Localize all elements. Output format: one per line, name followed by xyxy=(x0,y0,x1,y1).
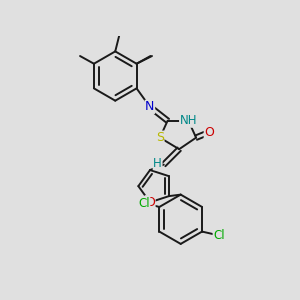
Text: O: O xyxy=(204,126,214,139)
Text: Cl: Cl xyxy=(213,229,225,242)
Text: Cl: Cl xyxy=(138,196,150,210)
Text: N: N xyxy=(145,100,154,113)
Text: O: O xyxy=(145,196,155,209)
Text: NH: NH xyxy=(180,114,197,127)
Text: S: S xyxy=(156,131,164,144)
Text: H: H xyxy=(153,157,162,169)
